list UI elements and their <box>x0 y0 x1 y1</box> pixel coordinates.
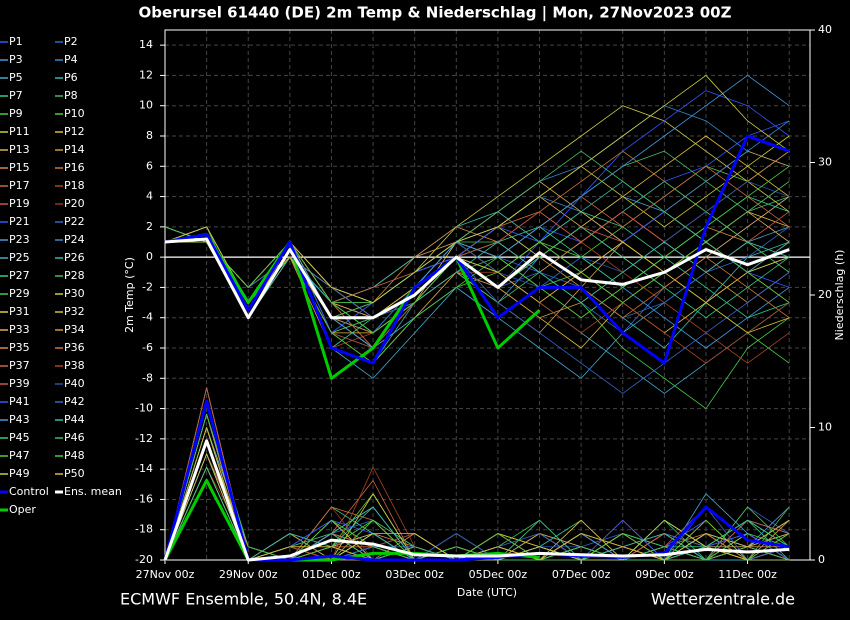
legend-label: P48 <box>64 449 85 462</box>
legend-label: P8 <box>64 89 78 102</box>
x-tick-label: 29Nov 00z <box>219 568 278 581</box>
legend-label: P26 <box>64 251 85 264</box>
legend-label: P4 <box>64 53 78 66</box>
legend-label: P16 <box>64 161 85 174</box>
series-line <box>163 439 790 562</box>
y-tick-label: -10 <box>135 402 153 415</box>
legend-label: P44 <box>64 413 85 426</box>
legend-label: P38 <box>64 359 85 372</box>
legend-label: P2 <box>64 35 78 48</box>
legend-label: P5 <box>9 71 23 84</box>
footer-left: ECMWF Ensemble, 50.4N, 8.4E <box>120 590 367 609</box>
legend-label: P29 <box>9 287 30 300</box>
legend-label: P18 <box>64 179 85 192</box>
x-tick-label: 07Dec 00z <box>552 568 611 581</box>
legend-label: P10 <box>64 107 85 120</box>
legend-label: P34 <box>64 323 85 336</box>
legend-label: P23 <box>9 233 30 246</box>
legend-label: P3 <box>9 53 23 66</box>
series-line <box>164 232 541 380</box>
y-tick-label: 4 <box>146 190 153 203</box>
y-tick-label: -6 <box>142 341 153 354</box>
legend-label: P39 <box>9 377 30 390</box>
y2-tick-label: 0 <box>818 553 825 566</box>
y-tick-label: 12 <box>139 68 153 81</box>
x-tick-label: 01Dec 00z <box>302 568 361 581</box>
y-tick-label: -12 <box>135 432 153 445</box>
legend-label: P27 <box>9 269 30 282</box>
y2-tick-label: 30 <box>818 156 832 169</box>
y2-tick-label: 20 <box>818 288 832 301</box>
legend-label: P22 <box>64 215 85 228</box>
chart-title: Oberursel 61440 (DE) 2m Temp & Niedersch… <box>139 4 732 23</box>
x-tick-label: 11Dec 00z <box>718 568 777 581</box>
x-axis-label: Date (UTC) <box>457 586 517 599</box>
series-line <box>164 226 790 334</box>
legend-label: P32 <box>64 305 85 318</box>
y-axis-label: 2m Temp (°C) <box>123 257 136 333</box>
legend-label: P12 <box>64 125 85 138</box>
y-tick-label: 10 <box>139 99 153 112</box>
y-tick-label: -18 <box>135 523 153 536</box>
y2-tick-label: 10 <box>818 421 832 434</box>
x-tick-label: 09Dec 00z <box>635 568 694 581</box>
y-tick-label: -14 <box>135 462 153 475</box>
y-tick-label: -2 <box>142 280 153 293</box>
legend-label: Oper <box>9 503 36 516</box>
legend-label: P1 <box>9 35 23 48</box>
series-line <box>163 399 790 562</box>
legend-label: P33 <box>9 323 30 336</box>
y2-tick-label: 40 <box>818 23 832 36</box>
legend-label: P42 <box>64 395 85 408</box>
y-tick-label: 8 <box>146 129 153 142</box>
legend-label: P49 <box>9 467 30 480</box>
legend-label: P19 <box>9 197 30 210</box>
legend-label: P40 <box>64 377 85 390</box>
legend-label: P30 <box>64 287 85 300</box>
legend-label: P20 <box>64 197 85 210</box>
footer-right: Wetterzentrale.de <box>651 590 795 609</box>
y-tick-label: -4 <box>142 311 153 324</box>
legend-label: Control <box>9 485 49 498</box>
y-tick-label: -8 <box>142 371 153 384</box>
legend-label: P9 <box>9 107 23 120</box>
legend-label: P15 <box>9 161 30 174</box>
legend-label: P7 <box>9 89 23 102</box>
y2-axis-label: Niederschlag (h) <box>833 250 846 341</box>
legend-label: P43 <box>9 413 30 426</box>
legend-label: P50 <box>64 467 85 480</box>
legend-label: P28 <box>64 269 85 282</box>
legend-label: P41 <box>9 395 30 408</box>
y-tick-label: 2 <box>146 220 153 233</box>
legend-label: P46 <box>64 431 85 444</box>
x-tick-label: 03Dec 00z <box>385 568 444 581</box>
series-line <box>164 237 790 320</box>
legend-label: P31 <box>9 305 30 318</box>
legend-label: P47 <box>9 449 30 462</box>
legend-label: Ens. mean <box>64 485 122 498</box>
y-tick-label: -16 <box>135 492 153 505</box>
y-tick-label: 0 <box>146 250 153 263</box>
legend-label: P37 <box>9 359 30 372</box>
legend-label: P45 <box>9 431 30 444</box>
x-tick-label: 27Nov 00z <box>136 568 195 581</box>
legend-label: P24 <box>64 233 85 246</box>
series-line <box>164 134 790 365</box>
y-tick-label: -20 <box>135 553 153 566</box>
legend-label: P25 <box>9 251 30 264</box>
y-tick-label: 14 <box>139 38 153 51</box>
x-tick-label: 05Dec 00z <box>469 568 528 581</box>
legend-label: P14 <box>64 143 85 156</box>
y-tick-label: 6 <box>146 159 153 172</box>
legend-label: P35 <box>9 341 30 354</box>
legend-label: P6 <box>64 71 78 84</box>
legend-label: P17 <box>9 179 30 192</box>
legend-label: P13 <box>9 143 30 156</box>
legend-label: P11 <box>9 125 30 138</box>
legend-label: P21 <box>9 215 30 228</box>
legend-label: P36 <box>64 341 85 354</box>
